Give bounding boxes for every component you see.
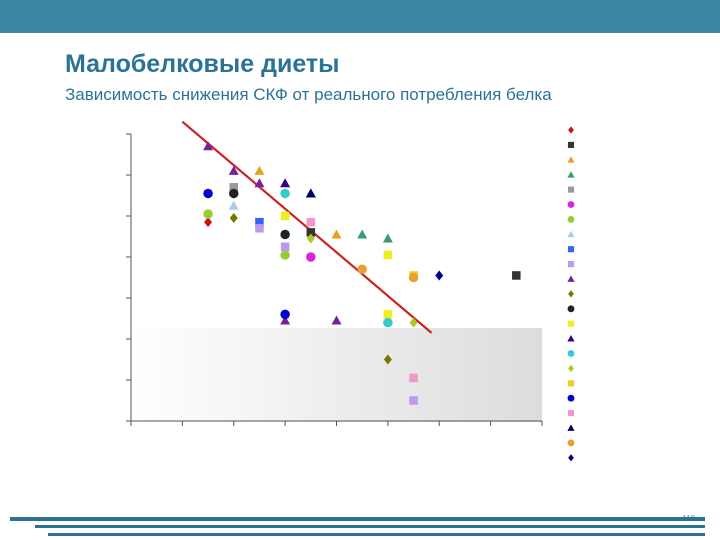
data-point-square xyxy=(383,250,393,260)
data-point-diamond xyxy=(229,213,238,224)
data-point-square xyxy=(306,217,316,227)
data-point-triangle xyxy=(254,165,265,175)
data-point-circle xyxy=(229,188,239,199)
legend-marker-11 xyxy=(567,275,575,282)
legend-marker-7 xyxy=(567,215,575,223)
footer-line-1 xyxy=(10,517,705,521)
data-point-square xyxy=(280,242,290,251)
data-point-triangle xyxy=(228,200,239,210)
legend-marker-8 xyxy=(567,230,575,238)
footer-line-2 xyxy=(35,525,705,528)
legend-marker-9 xyxy=(567,246,575,253)
data-point-circle xyxy=(383,317,393,328)
legend-marker-10 xyxy=(567,261,575,268)
data-point-triangle xyxy=(280,315,291,325)
data-point-circle xyxy=(203,188,213,199)
data-point-square xyxy=(229,183,238,192)
data-point-diamond xyxy=(204,217,213,228)
legend-marker-15 xyxy=(567,335,575,342)
legend-marker-18 xyxy=(567,380,575,387)
data-point-triangle xyxy=(331,315,342,325)
data-point-diamond xyxy=(383,354,392,365)
legend-marker-1 xyxy=(568,126,574,134)
data-point-square xyxy=(280,211,290,221)
data-point-triangle xyxy=(305,188,316,198)
data-point-triangle xyxy=(331,229,342,239)
legend-marker-22 xyxy=(567,439,575,447)
data-point-circle xyxy=(306,252,316,262)
legend-marker-19 xyxy=(567,394,575,402)
legend-marker-2 xyxy=(567,141,575,148)
data-point-circle xyxy=(203,209,213,219)
legend-marker-23 xyxy=(568,454,574,462)
legend-marker-17 xyxy=(568,364,574,372)
scatter-chart xyxy=(126,120,575,462)
legend-marker-16 xyxy=(567,350,575,357)
legend-marker-21 xyxy=(567,424,575,431)
legend-marker-12 xyxy=(568,290,574,298)
data-point-triangle xyxy=(228,165,239,175)
legend-marker-5 xyxy=(567,186,575,193)
legend-marker-14 xyxy=(567,320,575,327)
data-point-square xyxy=(512,271,521,280)
legend-marker-3 xyxy=(567,156,575,163)
legend-marker-4 xyxy=(567,171,575,178)
top-header-bar xyxy=(0,0,720,33)
page-title: Малобелковые диеты xyxy=(65,50,340,78)
data-point-square xyxy=(409,373,418,383)
data-point-triangle xyxy=(357,229,368,239)
data-point-triangle xyxy=(203,141,214,151)
data-point-square xyxy=(383,310,393,319)
footer-line-3 xyxy=(48,533,705,536)
data-point-circle xyxy=(280,309,290,320)
data-point-square xyxy=(409,396,418,405)
data-point-square xyxy=(255,217,264,227)
legend-marker-13 xyxy=(567,305,575,313)
data-point-circle xyxy=(280,188,290,199)
data-point-triangle xyxy=(280,178,291,188)
legend-marker-6 xyxy=(567,201,575,208)
data-point-diamond xyxy=(306,233,315,244)
data-point-diamond xyxy=(409,317,418,328)
data-point-circle xyxy=(280,229,290,240)
data-point-triangle xyxy=(382,233,393,243)
page-subtitle: Зависимость снижения СКФ от реального по… xyxy=(65,85,552,104)
data-point-circle xyxy=(357,264,367,275)
trend-line xyxy=(181,120,433,334)
data-point-square xyxy=(255,224,264,233)
shaded-band xyxy=(131,328,542,422)
data-point-diamond xyxy=(435,270,444,281)
data-point-triangle xyxy=(254,178,265,188)
data-point-circle xyxy=(280,250,290,260)
data-point-square xyxy=(306,228,316,237)
legend-marker-20 xyxy=(567,410,575,417)
data-point-circle xyxy=(408,272,419,283)
